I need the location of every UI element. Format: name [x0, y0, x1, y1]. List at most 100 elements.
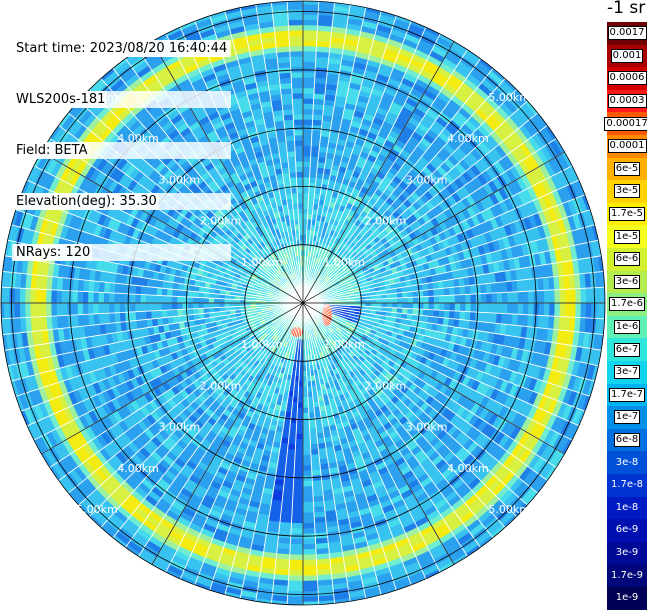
range-gate: [130, 312, 136, 321]
range-gate: [287, 449, 295, 455]
range-gate: [290, 555, 303, 561]
range-gate: [172, 296, 177, 303]
range-gate: [312, 470, 321, 476]
range-gate: [502, 303, 508, 314]
range-gate: [311, 454, 319, 460]
range-gate: [172, 289, 178, 296]
range-gate: [14, 288, 20, 303]
range-gate: [177, 303, 182, 310]
range-gate: [303, 502, 314, 508]
range-gate: [303, 471, 312, 476]
range-gate: [104, 293, 110, 303]
range-gate: [0, 255, 2, 271]
range-gate: [311, 460, 320, 466]
range-gate: [114, 283, 120, 293]
range-gate: [14, 303, 20, 318]
range-gate: [141, 311, 147, 320]
range-gate: [286, 460, 295, 466]
range-gate: [288, 575, 303, 581]
range-gate: [72, 303, 78, 315]
range-gate: [135, 294, 140, 303]
range-gate: [41, 303, 47, 317]
range-gate: [156, 303, 161, 311]
range-gate: [312, 475, 322, 481]
range-gate: [303, 460, 312, 465]
range-gate: [294, 476, 303, 481]
range-gate: [98, 303, 104, 314]
range-gate: [439, 303, 444, 310]
range-gate: [313, 491, 323, 497]
range-gate: [303, 392, 308, 397]
range-gate: [470, 312, 476, 321]
range-gate: [285, 470, 294, 476]
range-gate: [303, 523, 315, 529]
range-gate: [293, 486, 303, 491]
range-gate: [125, 294, 130, 303]
range-gate: [539, 303, 545, 316]
range-gate: [289, 565, 303, 571]
range-gate: [198, 303, 203, 308]
range-gate: [119, 293, 124, 303]
range-gate: [434, 303, 439, 310]
range-gate: [486, 313, 492, 323]
range-gate: [486, 303, 491, 313]
range-gate: [290, 423, 297, 429]
range-gate: [146, 303, 151, 311]
range-gate: [312, 465, 321, 471]
range-gate: [93, 292, 99, 303]
range-gate: [167, 296, 172, 303]
range-gate: [283, 486, 293, 492]
range-gate: [450, 303, 455, 311]
range-gate: [296, 434, 303, 439]
range-gate: [424, 303, 429, 310]
range-gate: [408, 303, 413, 309]
range-gate: [51, 303, 57, 316]
range-gate: [581, 303, 587, 318]
range-gate: [454, 311, 460, 319]
range-gate: [310, 439, 318, 445]
range-gate: [313, 486, 323, 492]
range-gate: [125, 312, 131, 322]
range-gate: [104, 282, 110, 293]
range-gate: [565, 303, 571, 317]
range-gate: [188, 309, 194, 315]
range-gate: [292, 513, 303, 519]
range-gate: [161, 296, 166, 303]
range-gate: [162, 310, 168, 318]
range-gate: [313, 496, 324, 502]
range-gate: [351, 601, 367, 606]
range-gate: [513, 303, 519, 314]
range-gate: [151, 303, 156, 311]
range-gate: [303, 403, 308, 408]
range-gate: [397, 303, 402, 308]
range-gate: [309, 413, 315, 419]
range-gate: [156, 295, 161, 303]
range-gate: [298, 397, 303, 402]
range-gate: [88, 303, 94, 314]
range-gate: [104, 303, 110, 313]
range-gate: [291, 518, 303, 524]
range-gate: [151, 311, 157, 319]
range-gate: [303, 549, 316, 555]
range-gate: [433, 310, 439, 317]
range-gate: [303, 429, 310, 434]
range-gate: [30, 303, 36, 317]
range-gate: [167, 289, 173, 296]
range-gate: [35, 303, 41, 317]
range-gate: [77, 291, 83, 303]
range-gate: [465, 303, 470, 312]
range-gate: [296, 429, 303, 434]
range-gate: [156, 310, 162, 318]
range-gate: [303, 387, 308, 392]
range-gate: [214, 303, 219, 308]
range-gate: [289, 428, 296, 434]
range-gate: [303, 492, 313, 498]
range-gate: [114, 303, 119, 313]
range-gate: [475, 312, 481, 322]
range-gate: [62, 290, 68, 303]
range-gate: [109, 303, 115, 313]
range-gate: [203, 303, 208, 308]
range-gate: [303, 408, 309, 413]
range-gate: [310, 428, 317, 434]
range-gate: [167, 303, 172, 310]
